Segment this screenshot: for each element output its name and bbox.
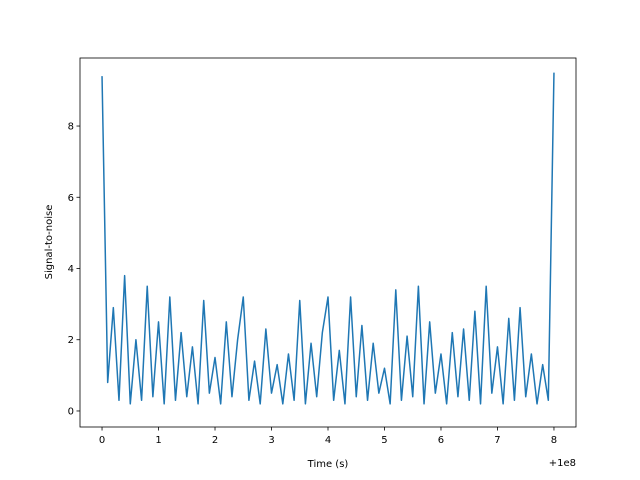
plot-frame xyxy=(79,57,577,428)
x-tick-label: 2 xyxy=(212,435,218,446)
x-tick-label: 7 xyxy=(494,435,500,446)
x-axis-label: Time (s) xyxy=(307,459,349,470)
x-offset-label: +1e8 xyxy=(549,458,576,469)
x-tick-label: 0 xyxy=(99,435,105,446)
y-tick-label: 6 xyxy=(68,193,74,204)
y-tick-label: 0 xyxy=(68,406,74,417)
x-tick-label: 8 xyxy=(551,435,557,446)
data-line xyxy=(101,72,555,405)
x-tick-label: 4 xyxy=(325,435,331,446)
x-tick-label: 6 xyxy=(438,435,444,446)
x-tick-label: 3 xyxy=(268,435,274,446)
x-tick-label: 5 xyxy=(381,435,387,446)
y-axis-label: Signal-to-noise xyxy=(44,205,55,280)
x-tick-label: 1 xyxy=(155,435,161,446)
y-tick-label: 2 xyxy=(68,335,74,346)
y-tick-label: 8 xyxy=(68,122,74,133)
y-tick-label: 4 xyxy=(68,264,74,275)
